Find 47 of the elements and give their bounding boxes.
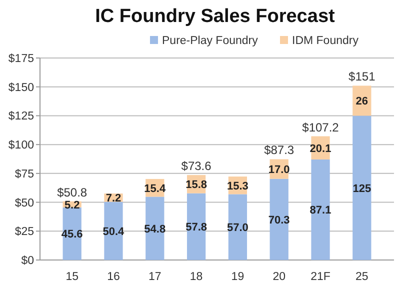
y-tick-label: $100	[8, 140, 34, 152]
total-label: $87.3	[264, 143, 294, 158]
x-tick-label: 21F	[310, 271, 330, 283]
data-label: 15.4	[144, 182, 166, 195]
data-label: 54.8	[144, 223, 166, 236]
bar	[270, 178, 288, 260]
y-tick-label: $150	[8, 82, 34, 94]
total-label: $107.2	[302, 120, 340, 134]
chart-title: IC Foundry Sales Forecast	[95, 6, 336, 27]
total-label: $50.8	[57, 185, 88, 200]
x-tick-label: 20	[272, 271, 286, 283]
y-tick-label: $25	[14, 226, 34, 238]
bar	[104, 202, 123, 260]
data-label: 45.6	[61, 228, 83, 241]
data-label: 125	[352, 182, 372, 195]
data-label: 5.2	[64, 199, 80, 212]
x-tick-label: 16	[107, 271, 120, 283]
bar	[186, 193, 206, 260]
y-tick-label: $75	[14, 168, 34, 180]
data-label: 57.8	[186, 222, 208, 234]
y-tick-label: $175	[8, 53, 34, 65]
data-label: 70.3	[268, 214, 290, 226]
data-label: 26	[356, 96, 368, 108]
data-label: 87.1	[310, 204, 332, 217]
y-tick-label: $0	[21, 255, 34, 267]
x-tick-label: 17	[148, 271, 162, 283]
bar	[352, 116, 372, 260]
bar	[311, 159, 330, 260]
data-label: 15.8	[186, 179, 208, 192]
bar	[228, 194, 248, 260]
bar	[146, 196, 164, 260]
x-tick-label: 19	[231, 271, 244, 283]
data-label: 50.4	[102, 226, 126, 238]
data-label: 17.0	[268, 164, 290, 176]
y-tick-label: $50	[14, 197, 34, 210]
total-label: $73.6	[181, 159, 212, 174]
data-label: 7.2	[106, 192, 122, 205]
x-tick-label: 25	[356, 271, 368, 283]
x-tick-label: 15	[66, 271, 78, 283]
data-label: 20.1	[310, 142, 332, 155]
data-label: 57.0	[226, 222, 248, 234]
total-label: $151	[348, 70, 376, 84]
x-tick-label: 18	[190, 271, 203, 283]
legend-label: IDM Foundry	[292, 35, 359, 47]
legend-label: Pure-Play Foundry	[162, 35, 258, 47]
y-tick-label: $125	[8, 110, 34, 123]
data-label: 15.3	[226, 180, 248, 192]
